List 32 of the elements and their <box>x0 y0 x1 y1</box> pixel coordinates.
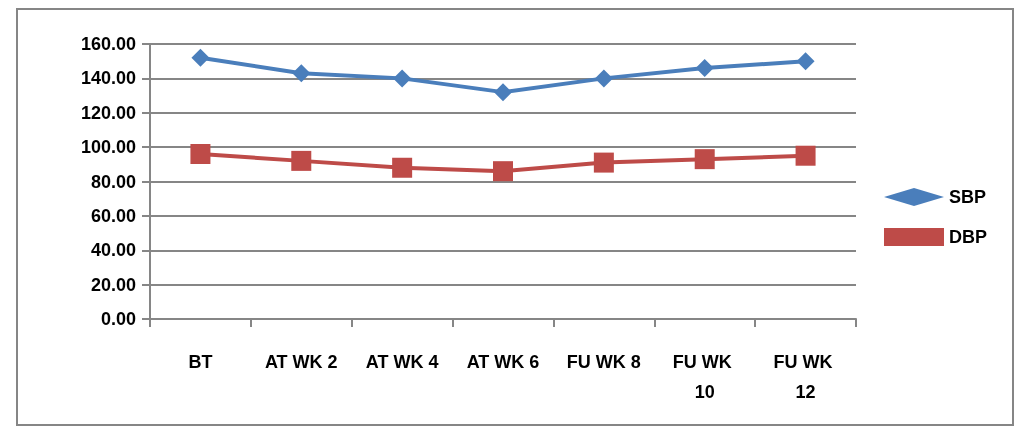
point <box>695 59 714 78</box>
y-tick-label: 0.00 <box>100 309 136 329</box>
y-tick-label: 160.00 <box>80 34 136 54</box>
x-tick-label: FU WK 12 <box>773 352 838 402</box>
y-tick-label: 100.00 <box>80 137 136 158</box>
y-tick-label: 60.00 <box>90 205 136 226</box>
point <box>392 157 413 178</box>
x-tick-label: BT <box>188 352 213 372</box>
point <box>494 83 512 102</box>
y-tick-label: 80.00 <box>90 171 136 192</box>
point <box>291 150 312 171</box>
point <box>796 52 815 71</box>
legend-label: SBP <box>949 187 987 207</box>
legend-label: DBP <box>949 227 988 247</box>
point <box>594 69 613 88</box>
y-tick-label: 20.00 <box>90 274 136 295</box>
x-tick-label: AT WK 2 <box>264 352 338 372</box>
y-tick-label: 140.00 <box>80 68 136 89</box>
x-tick-label: AT WK 6 <box>466 352 540 372</box>
y-tick-label: 40.00 <box>90 240 136 261</box>
point <box>191 48 210 67</box>
x-tick-label: FU WK 8 <box>566 352 641 372</box>
y-tick-label: 120.00 <box>80 102 136 123</box>
point <box>393 69 412 88</box>
point <box>493 161 513 182</box>
point <box>593 152 614 173</box>
x-tick-label: AT WK 4 <box>365 352 439 372</box>
point <box>694 149 715 170</box>
point <box>292 64 311 83</box>
x-tick-label: FU WK 10 <box>672 352 737 402</box>
point <box>795 145 816 166</box>
point <box>190 144 211 164</box>
